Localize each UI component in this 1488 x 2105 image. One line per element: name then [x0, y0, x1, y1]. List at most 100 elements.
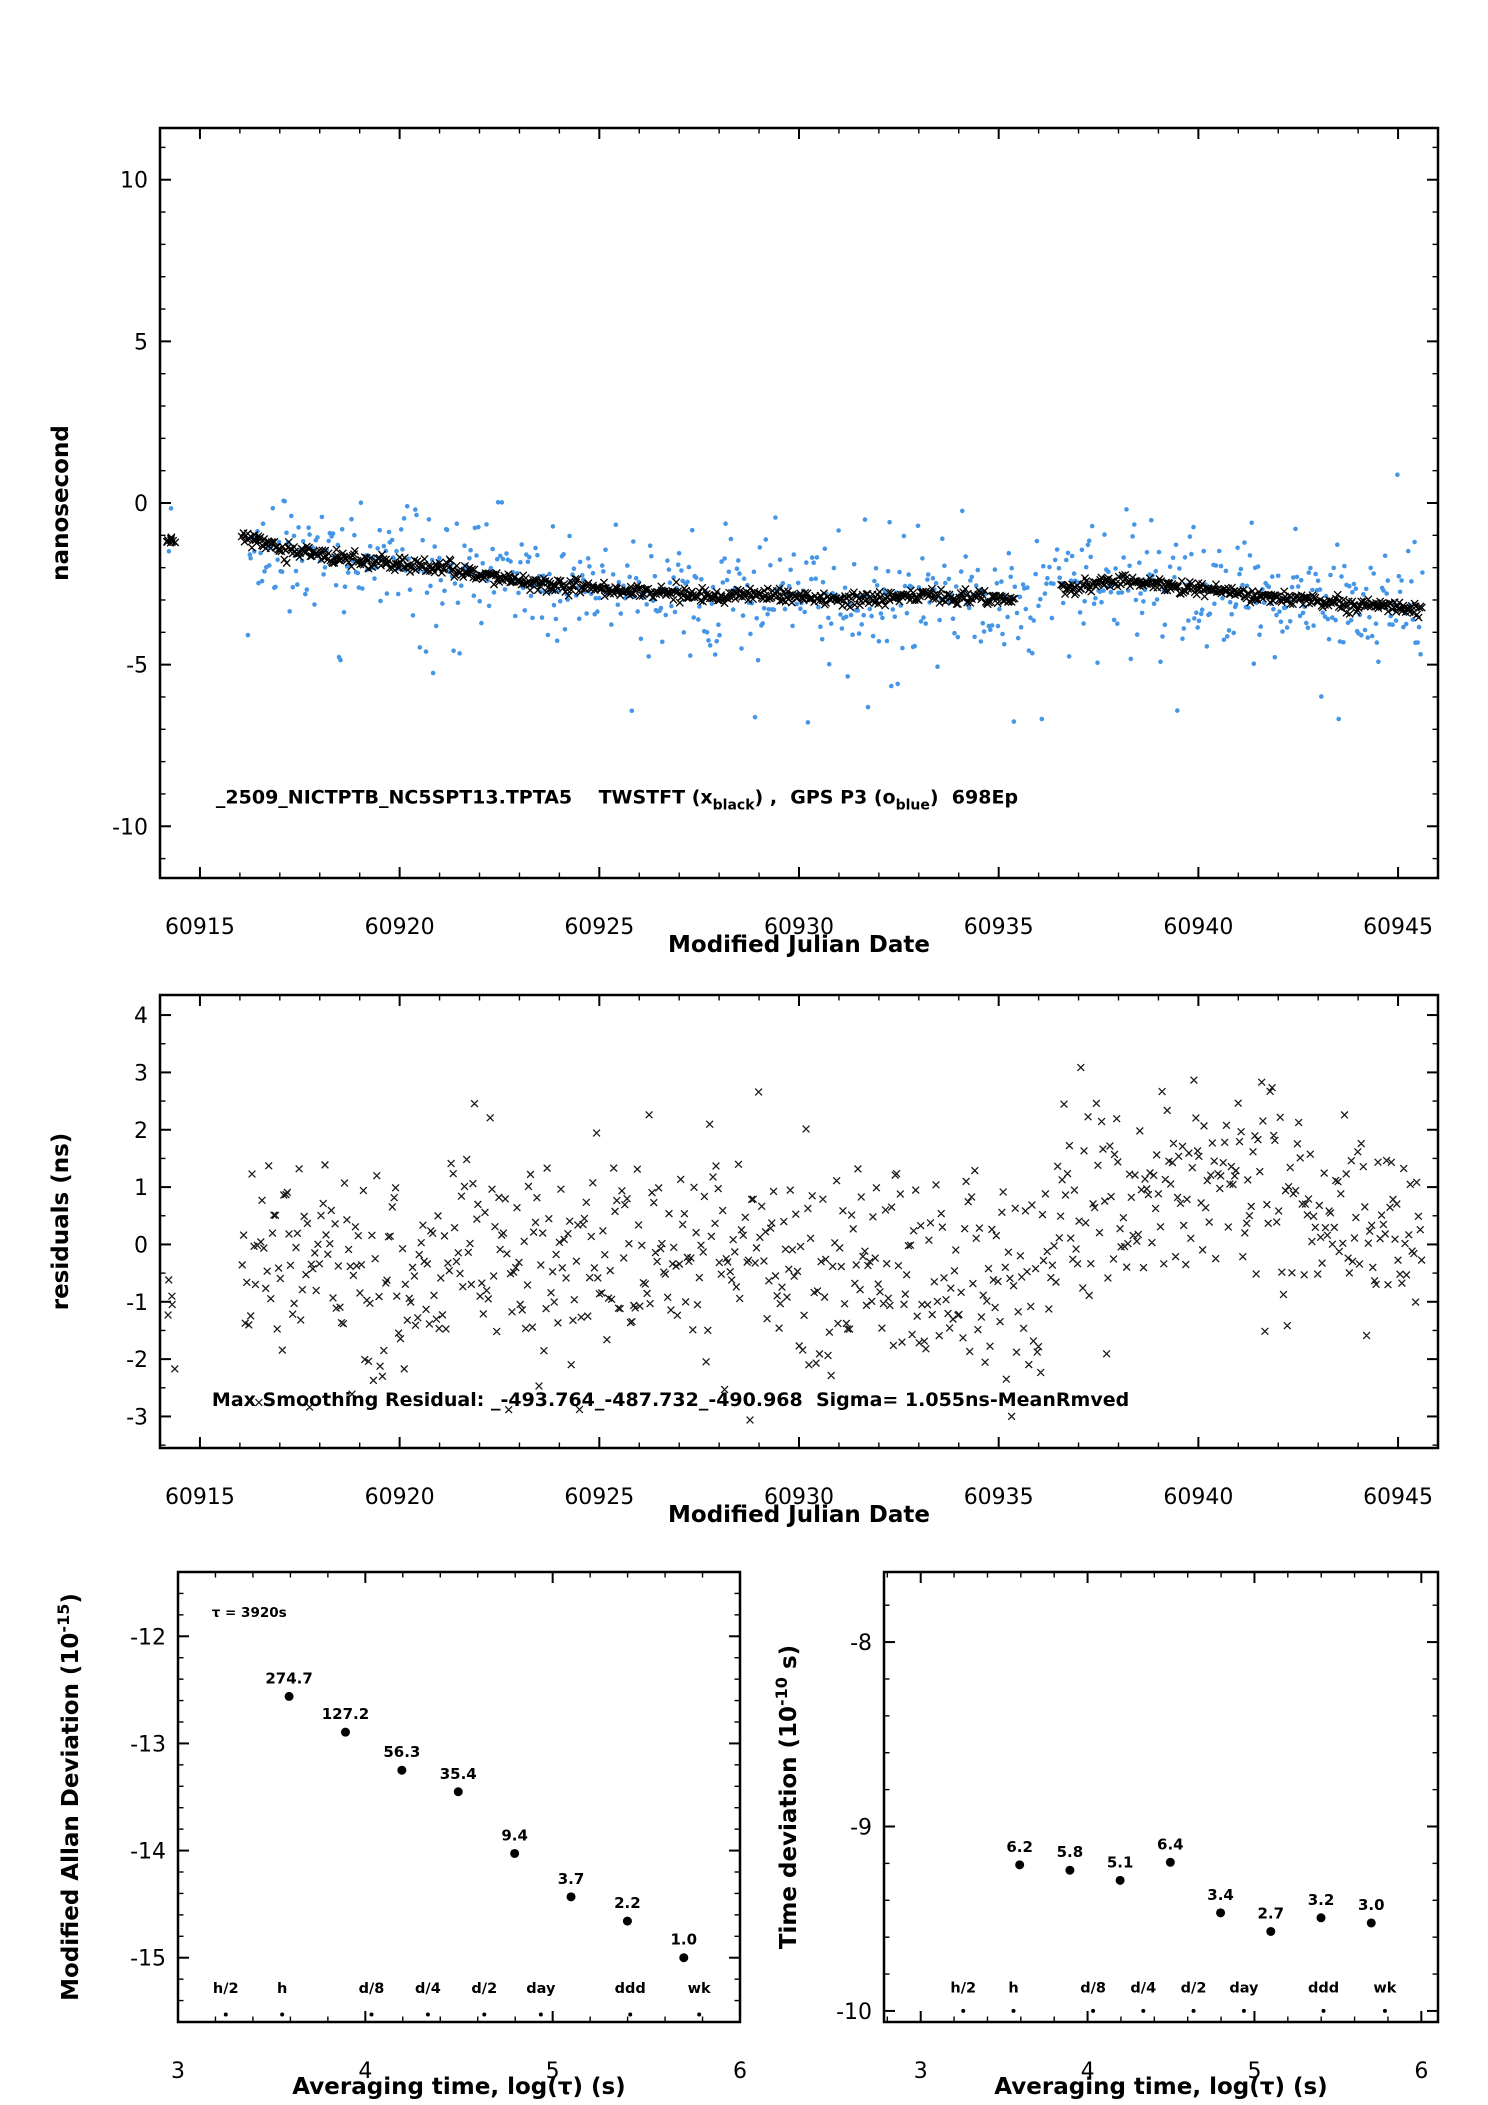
- scatter-dot: [1238, 566, 1244, 572]
- scatter-dot: [1005, 614, 1010, 620]
- scatter-dot: [1199, 607, 1205, 612]
- x-tick-label: 4: [1081, 2059, 1095, 2084]
- scatter-dot: [851, 562, 857, 567]
- scatter-dot: [892, 614, 898, 619]
- scatter-dot: [518, 560, 523, 565]
- scatter-dot: [842, 585, 848, 591]
- scatter-dot: [798, 606, 803, 612]
- scatter-dot: [1160, 634, 1165, 639]
- scatter-dot: [1420, 570, 1425, 575]
- scatter-dot: [826, 615, 831, 621]
- scatter-dot: [1311, 623, 1316, 628]
- scatter-dot: [809, 555, 815, 560]
- scatter-dot: [407, 587, 413, 592]
- scatter-dot: [1294, 574, 1300, 580]
- tdev-value-label: 3.2: [1308, 1891, 1335, 1909]
- scatter-dot: [287, 609, 293, 614]
- scatter-dot: [1113, 566, 1118, 571]
- tau-mark-label: h: [277, 1981, 287, 1997]
- x-tick-label: 6: [733, 2059, 747, 2084]
- scatter-dot: [1289, 584, 1295, 590]
- scatter-dot: [319, 514, 325, 520]
- scatter-dot: [732, 585, 738, 591]
- y-tick-label: 2: [134, 1119, 148, 1144]
- scatter-dot: [1119, 590, 1125, 595]
- scatter-dot: [1351, 581, 1357, 587]
- scatter-dot: [1056, 565, 1062, 571]
- scatter-dot: [1271, 606, 1276, 612]
- scatter-dot: [1039, 716, 1045, 722]
- scatter-dot: [603, 547, 608, 553]
- scatter-dot: [587, 564, 592, 569]
- scatter-dot: [963, 554, 968, 559]
- scatter-dot: [1009, 565, 1014, 571]
- scatter-dot: [577, 559, 583, 565]
- scatter-dot: [627, 574, 632, 580]
- tdev-point: [1015, 1860, 1025, 1870]
- x-axis-title: Averaging time, log(τ) (s): [994, 2074, 1327, 2100]
- scatter-dot: [1042, 591, 1048, 596]
- tdev-value-label: 5.1: [1107, 1853, 1134, 1871]
- y-tick-label: -1: [126, 1291, 148, 1316]
- scatter-dot: [378, 598, 383, 604]
- scatter-dot: [499, 500, 505, 505]
- scatter-dot: [831, 565, 837, 571]
- scatter-dot: [502, 587, 508, 592]
- scatter-dot: [1172, 574, 1177, 580]
- scatter-dot: [1293, 526, 1298, 532]
- scatter-dot: [275, 557, 280, 563]
- scatter-dot: [1319, 694, 1324, 699]
- scatter-dot: [935, 664, 940, 669]
- scatter-dot: [457, 651, 462, 656]
- tau-mark-dot: [1382, 2008, 1387, 2013]
- scatter-dot: [1101, 588, 1106, 593]
- scatter-dot: [1137, 560, 1142, 565]
- scatter-dot: [1144, 550, 1150, 555]
- scatter-dot: [1102, 532, 1107, 537]
- scatter-dot: [724, 577, 730, 583]
- scatter-dot: [1415, 640, 1420, 645]
- scatter-dot: [593, 595, 598, 601]
- tau-mark-label: d/2: [1181, 1980, 1207, 1996]
- x-tick-label: 60945: [1363, 1485, 1433, 1510]
- scatter-dot: [804, 560, 809, 565]
- scatter-dot: [1213, 563, 1219, 568]
- scatter-dot: [1195, 625, 1200, 630]
- y-tick-label: -10: [112, 815, 148, 840]
- scatter-dot: [788, 567, 793, 573]
- scatter-dot: [765, 611, 770, 617]
- scatter-dot: [1130, 534, 1135, 539]
- scatter-dot: [1337, 639, 1343, 644]
- scatter-dot: [790, 623, 795, 629]
- adev-point: [510, 1848, 520, 1858]
- scatter-dot: [584, 611, 589, 616]
- y-tick-label: -9: [850, 1816, 872, 1841]
- scatter-dot: [716, 622, 721, 627]
- scatter-dot: [1371, 571, 1376, 576]
- scatter-dot: [1051, 581, 1056, 587]
- scatter-dot: [248, 555, 253, 561]
- scatter-dot: [633, 575, 639, 581]
- scatter-dot: [1315, 578, 1321, 584]
- adev-value-label: 9.4: [501, 1826, 528, 1844]
- scatter-dot: [704, 630, 710, 635]
- scatter-dot: [1031, 618, 1036, 623]
- scatter-dot: [442, 588, 447, 594]
- y-tick-label: 0: [134, 492, 148, 517]
- tdev-point: [1165, 1857, 1175, 1867]
- scatter-dot: [451, 648, 456, 653]
- scatter-dot: [1095, 660, 1100, 665]
- y-tick-label: -10: [836, 2000, 872, 2025]
- scatter-dot: [601, 569, 606, 574]
- scatter-dot: [1368, 565, 1373, 571]
- scatter-dot: [874, 583, 880, 588]
- scatter-dot: [1382, 553, 1388, 558]
- scatter-dot: [326, 538, 332, 544]
- scatter-dot: [763, 537, 769, 542]
- scatter-dot: [386, 529, 392, 535]
- scatter-dot: [1393, 618, 1399, 623]
- scatter-dot: [988, 627, 993, 632]
- scatter-dot: [567, 533, 572, 539]
- x-tick-label: 5: [1247, 2059, 1261, 2084]
